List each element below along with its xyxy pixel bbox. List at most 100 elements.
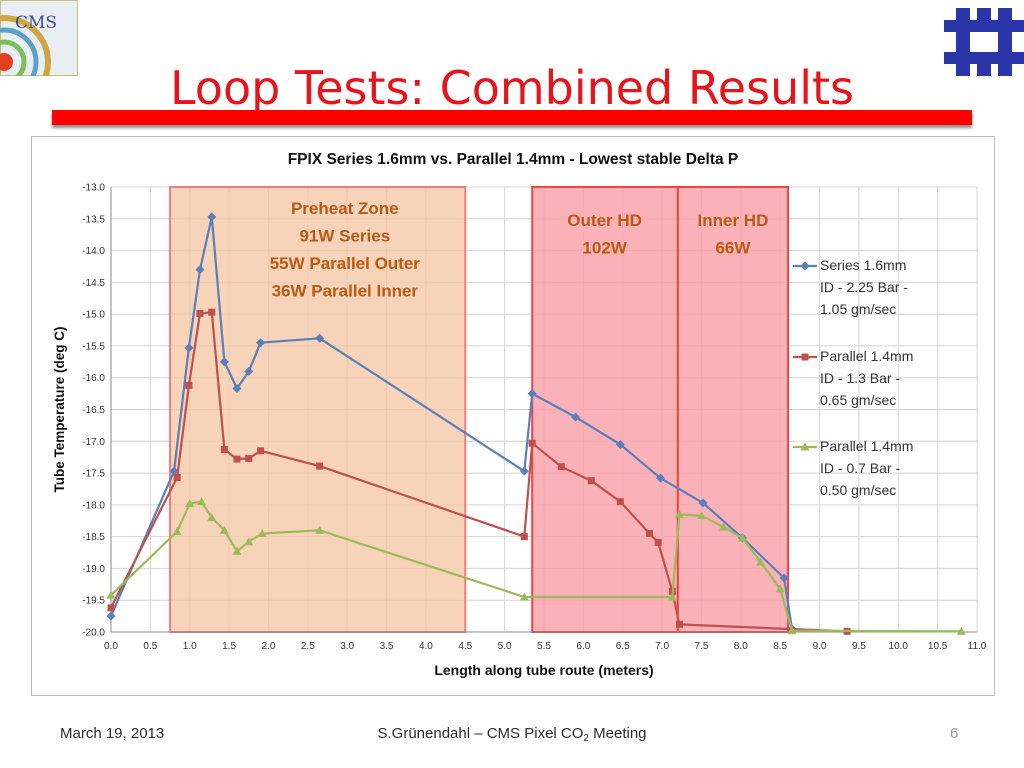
data-point — [245, 454, 253, 462]
data-point — [520, 533, 528, 541]
data-point — [256, 338, 266, 348]
series-2 — [107, 308, 851, 635]
zone-label-preheat: 36W Parallel Inner — [272, 282, 419, 301]
data-point — [737, 533, 747, 542]
x-tick-label: 6.0 — [576, 641, 590, 652]
zone-preheat — [169, 186, 467, 633]
legend-marker — [800, 442, 810, 451]
y-tick-label: -16.5 — [82, 405, 105, 416]
data-point — [196, 310, 204, 318]
page-number: 6 — [950, 725, 959, 742]
y-tick-label: -14.5 — [82, 278, 105, 289]
legend-entry-3: Parallel 1.4mm ID - 0.7 Bar - 0.50 gm/sec — [793, 438, 913, 498]
data-point — [667, 592, 677, 601]
data-point — [674, 509, 684, 518]
data-point — [316, 462, 324, 470]
data-point — [718, 522, 728, 531]
series-3 — [106, 497, 966, 635]
zone-label-preheat: 91W Series — [299, 227, 390, 246]
y-tick-label: -18.0 — [82, 500, 105, 511]
data-point — [654, 538, 662, 546]
x-tick-label: 4.5 — [458, 641, 472, 652]
y-tick-label: -13.5 — [82, 214, 105, 225]
data-point — [645, 529, 653, 537]
x-tick-label: 9.0 — [813, 641, 827, 652]
x-tick-label: 3.0 — [340, 641, 354, 652]
data-point — [528, 439, 536, 447]
data-point — [106, 590, 116, 599]
x-tick-label: 8.5 — [773, 641, 787, 652]
legend-marker — [801, 353, 809, 361]
x-axis-label: Length along tube route (meters) — [434, 662, 653, 678]
y-tick-label: -19.5 — [82, 596, 105, 607]
data-point — [219, 357, 229, 367]
data-point — [220, 446, 228, 454]
legend-label: Parallel 1.4mm — [820, 348, 913, 364]
slide-title: Loop Tests: Combined Results — [169, 60, 855, 115]
data-point — [519, 466, 529, 476]
x-tick-label: 7.0 — [655, 641, 669, 652]
y-tick-label: -15.5 — [82, 341, 105, 352]
title-divider-bar — [52, 110, 972, 125]
data-point — [106, 611, 116, 621]
y-tick-label: -17.0 — [82, 437, 105, 448]
x-tick-label: 1.5 — [222, 641, 236, 652]
legend-label: 0.65 gm/sec — [820, 392, 896, 408]
data-point — [207, 212, 217, 222]
footer-presenter: S.Grünendahl – CMS Pixel CO2 Meeting — [0, 725, 1024, 744]
data-point — [184, 343, 194, 353]
data-point — [244, 537, 254, 546]
data-point — [257, 447, 265, 455]
legend-entry-1: Series 1.6mm ID - 2.25 Bar - 1.05 gm/sec — [793, 257, 908, 317]
x-tick-label: 2.0 — [262, 641, 276, 652]
x-tick-label: 6.5 — [616, 641, 630, 652]
data-point — [185, 381, 193, 389]
data-point — [956, 626, 966, 635]
x-tick-label: 11.0 — [968, 641, 987, 652]
legend-label: ID - 0.7 Bar - — [820, 460, 900, 476]
x-tick-label: 3.5 — [380, 641, 394, 652]
data-point — [244, 366, 254, 376]
zone-label-preheat: Preheat Zone — [291, 199, 399, 218]
data-point — [519, 592, 529, 601]
zone-label-outer-hd: 102W — [582, 239, 627, 258]
footer-date: March 19, 2013 — [60, 725, 165, 742]
data-point — [587, 477, 595, 485]
data-point — [169, 466, 179, 476]
y-tick-label: -19.0 — [82, 564, 105, 575]
data-point — [787, 626, 797, 635]
y-axis-label: Tube Temperature (deg C) — [52, 326, 67, 492]
data-point — [208, 308, 216, 316]
data-point — [557, 463, 565, 471]
data-point — [527, 389, 537, 399]
data-point — [197, 497, 207, 506]
x-tick-label: 8.0 — [734, 641, 748, 652]
legend-label: 0.50 gm/sec — [820, 482, 896, 498]
legend-label: 1.05 gm/sec — [820, 301, 896, 317]
data-point — [195, 265, 205, 275]
data-point — [779, 573, 789, 583]
zone-label-preheat: 55W Parallel Outer — [270, 254, 421, 273]
chart-title: FPIX Series 1.6mm vs. Parallel 1.4mm - L… — [288, 151, 739, 168]
data-point — [656, 473, 666, 483]
y-tick-label: -18.5 — [82, 532, 105, 543]
legend-label: ID - 2.25 Bar - — [820, 279, 908, 295]
legend-label: Series 1.6mm — [820, 257, 906, 273]
data-point — [615, 439, 625, 449]
data-point — [207, 513, 217, 522]
zone-label-inner-hd: 66W — [715, 239, 751, 258]
x-tick-label: 10.0 — [889, 641, 909, 652]
series-1 — [106, 212, 797, 634]
legend-label: ID - 1.3 Bar - — [820, 370, 900, 386]
data-point — [698, 498, 708, 508]
data-point — [232, 384, 242, 394]
x-tick-label: 2.5 — [301, 641, 315, 652]
temperature-chart: -13.0 -13.5 -14.0 -14.5 -15.0 -15.5 -16.0 -16.5… — [52, 151, 987, 678]
footer-presenter-text: S.Grünendahl – CMS Pixel CO — [377, 725, 584, 742]
x-tick-label: 0.5 — [143, 641, 157, 652]
y-tick-label: -14.0 — [82, 246, 105, 257]
x-tick-label: 1.0 — [183, 641, 197, 652]
legend-label: Parallel 1.4mm — [820, 438, 913, 454]
data-point — [232, 546, 242, 555]
data-point — [696, 511, 706, 520]
